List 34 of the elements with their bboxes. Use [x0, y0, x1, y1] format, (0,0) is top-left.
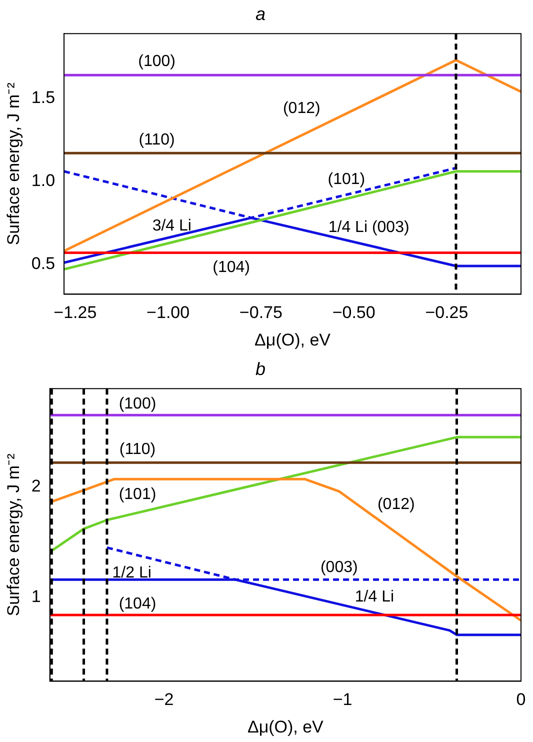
y-tick-label: 1.0 — [31, 171, 56, 190]
x-tick-label: −0.25 — [425, 303, 468, 322]
annotation: (104) — [212, 259, 250, 276]
chart-title: a — [255, 4, 266, 24]
annotation: (012) — [282, 100, 320, 117]
y-tick-label: 0.5 — [31, 254, 56, 274]
x-axis-title: Δμ(O), eV — [247, 717, 324, 736]
annotation: 3/4 Li — [152, 218, 192, 235]
y-tick-label: 1.5 — [31, 88, 56, 108]
y-axis-title: Surface energy, J m⁻² — [4, 82, 23, 246]
annotation: (110) — [138, 131, 175, 148]
x-tick-label: 0 — [516, 690, 526, 710]
annotation: (012) — [377, 496, 415, 513]
x-tick-label: −1.25 — [54, 303, 97, 322]
y-axis-title: Surface energy, J m⁻² — [4, 453, 23, 616]
annotation: (104) — [118, 595, 156, 612]
y-tick-label: 2 — [31, 476, 41, 496]
annotation: (003) — [320, 558, 358, 576]
x-tick-label: −0.75 — [239, 303, 282, 322]
y-tick-label: 1 — [31, 586, 41, 606]
annotation: (101) — [328, 171, 366, 188]
annotation: (101) — [118, 486, 156, 503]
annotation: (100) — [118, 396, 156, 413]
annotation: 1/4 Li (003) — [328, 219, 410, 236]
annotation: (100) — [138, 53, 176, 70]
x-tick-label: −1.00 — [146, 303, 190, 322]
x-tick-label: −0.50 — [332, 303, 376, 322]
x-tick-label: −1 — [332, 690, 352, 710]
x-axis-title: Δμ(O), eV — [254, 330, 332, 350]
annotation: 1/4 Li — [354, 588, 394, 606]
chart-title: b — [255, 358, 266, 379]
annotation: 1/2 Li — [112, 564, 152, 582]
annotation: (110) — [119, 440, 156, 458]
x-tick-label: −2 — [154, 690, 174, 710]
